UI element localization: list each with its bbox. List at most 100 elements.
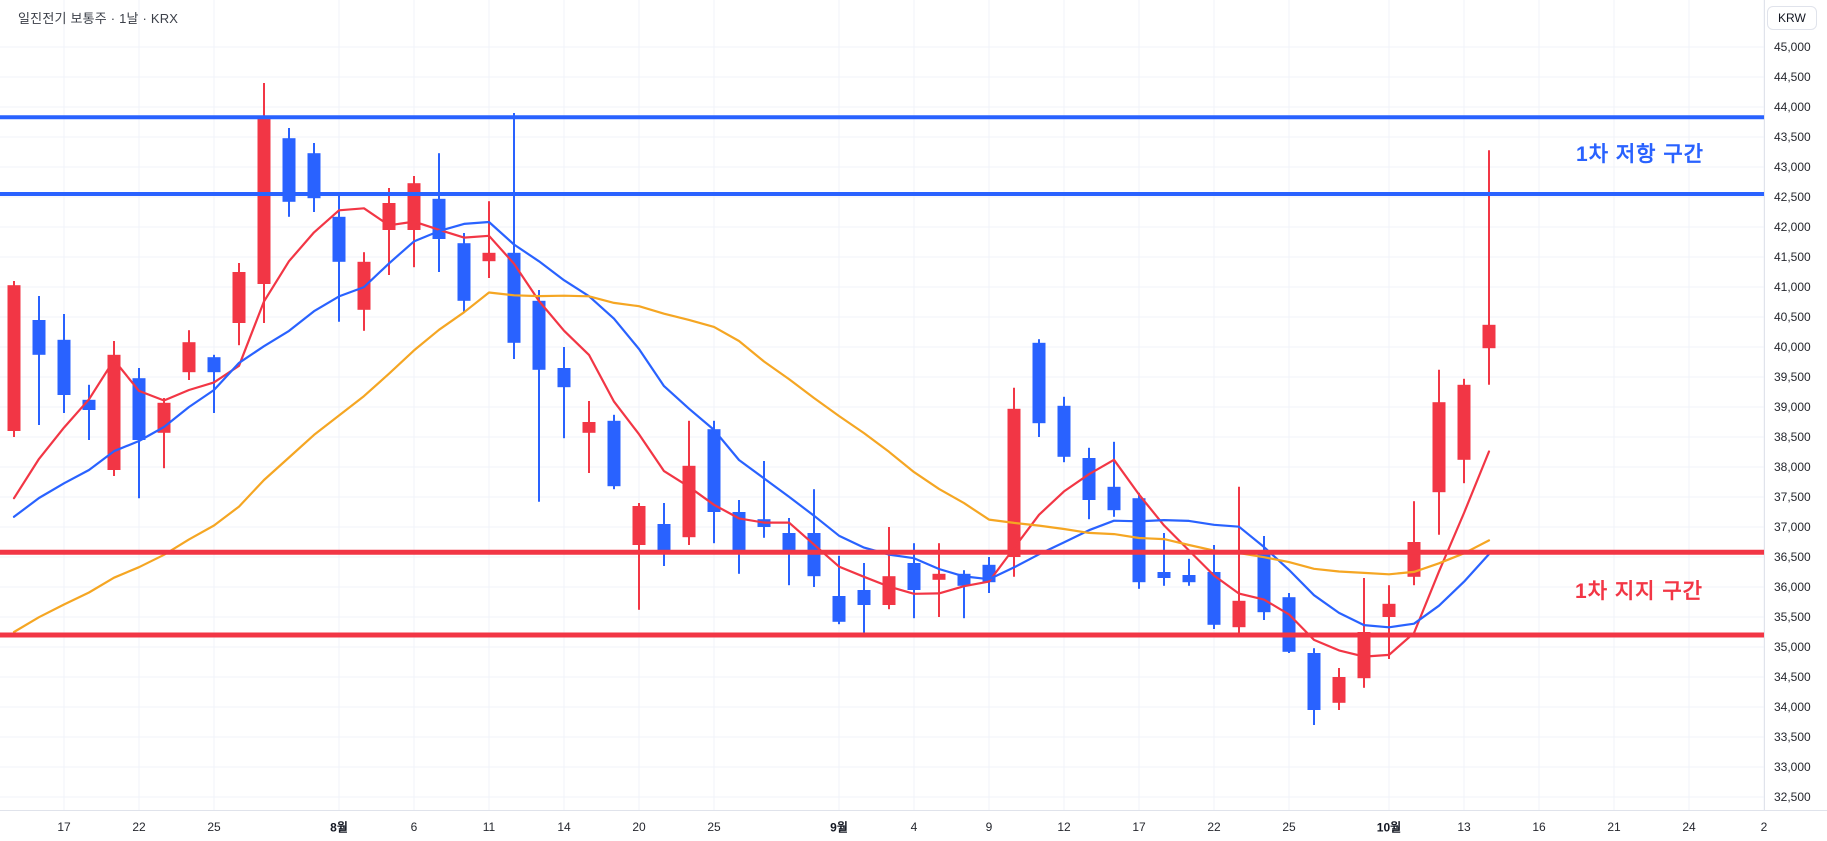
candle-body — [307, 153, 321, 199]
candle-body — [1232, 600, 1246, 628]
candle-body — [207, 357, 221, 373]
candle-body — [32, 320, 46, 355]
price-tick-label: 39,500 — [1774, 370, 1811, 384]
price-tick-label: 36,500 — [1774, 550, 1811, 564]
time-tick-month-label: 10월 — [1376, 820, 1402, 834]
time-tick-label: 9 — [985, 819, 993, 834]
candle-body — [657, 524, 671, 554]
candle-body — [132, 378, 146, 440]
candle-body — [907, 563, 921, 590]
price-tick-label: 39,000 — [1774, 400, 1811, 414]
candle-body — [182, 342, 196, 373]
ma5-line — [12, 207, 1491, 658]
candle-body — [7, 285, 21, 431]
price-tick-label: 44,000 — [1774, 100, 1811, 114]
price-tick-label: 37,500 — [1774, 490, 1811, 504]
price-tick-label: 40,500 — [1774, 310, 1811, 324]
candle-body — [107, 354, 121, 470]
candle-body — [57, 339, 71, 395]
candle-body — [282, 138, 296, 202]
time-tick-label: 4 — [910, 819, 918, 834]
candle-body — [732, 512, 746, 554]
price-tick-label: 43,000 — [1774, 160, 1811, 174]
price-tick-label: 36,000 — [1774, 580, 1811, 594]
time-tick-label: 13 — [1457, 819, 1471, 834]
time-tick-label: 17 — [1132, 819, 1146, 834]
price-tick-label: 41,500 — [1774, 250, 1811, 264]
time-tick-label: 22 — [132, 819, 146, 834]
candle-body — [232, 272, 246, 323]
candle-body — [1082, 458, 1096, 500]
candle-body — [1207, 572, 1221, 625]
time-tick-month-label: 8월 — [330, 820, 348, 834]
candle-body — [1182, 575, 1196, 583]
time-axis[interactable]: 17 22 25 8월 6 11 14 20 25 9월 4 9 12 17 22 25 10월 13 16 21 24… — [0, 810, 1827, 841]
price-tick-label: 35,500 — [1774, 610, 1811, 624]
symbol-title: 일진전기 보통주 · 1날 · KRX — [18, 11, 179, 26]
price-tick-label: 32,500 — [1774, 790, 1811, 804]
time-tick-label: 11 — [482, 819, 496, 834]
time-tick-label: 20 — [632, 819, 646, 834]
price-tick-label: 44,500 — [1774, 70, 1811, 84]
candle-body — [932, 573, 946, 580]
candle-body — [607, 420, 621, 487]
candle-body — [1382, 603, 1396, 617]
candle-body — [1132, 498, 1146, 583]
time-tick-label: 17 — [57, 819, 71, 834]
candles — [7, 83, 1496, 725]
price-tick-label: 41,000 — [1774, 280, 1811, 294]
candle-body — [857, 590, 871, 605]
candle-body — [482, 252, 496, 262]
v-gridlines — [63, 0, 1765, 810]
candle-body — [82, 399, 96, 410]
candle-body — [1057, 405, 1071, 457]
price-tick-label: 33,000 — [1774, 760, 1811, 774]
candle-body — [557, 368, 571, 388]
candle-body — [1482, 324, 1496, 349]
price-tick-label: 33,500 — [1774, 730, 1811, 744]
candle-body — [1432, 402, 1446, 493]
price-tick-label: 34,000 — [1774, 700, 1811, 714]
price-tick-label: 43,500 — [1774, 130, 1811, 144]
time-tick-label: 22 — [1207, 819, 1221, 834]
candle-body — [1107, 486, 1121, 511]
time-tick-month-label: 9월 — [830, 820, 848, 834]
candle-body — [507, 252, 521, 343]
ma10-line — [12, 220, 1491, 629]
candle-body — [1332, 677, 1346, 703]
time-tick-label: 25 — [707, 819, 721, 834]
price-tick-label: 34,500 — [1774, 670, 1811, 684]
price-tick-label: 42,000 — [1774, 220, 1811, 234]
time-tick-label: 6 — [410, 819, 418, 834]
candle-body — [582, 422, 596, 433]
price-tick-label: 38,500 — [1774, 430, 1811, 444]
time-tick-label: 14 — [557, 819, 571, 834]
candle-body — [832, 596, 846, 622]
candle-body — [1307, 653, 1321, 710]
resistance-zone-label[interactable]: 1차 저항 구간 — [1576, 143, 1704, 166]
time-tick-label: 25 — [207, 819, 221, 834]
candle-body — [1357, 632, 1371, 679]
time-tick-label: 12 — [1057, 819, 1071, 834]
price-axis[interactable]: 45,000 44,500 44,000 43,500 43,000 42,500 42,0… — [1764, 0, 1827, 810]
time-tick-label: 25 — [1282, 819, 1296, 834]
price-tick-label: 35,000 — [1774, 640, 1811, 654]
candle-body — [782, 533, 796, 554]
candle-body — [1032, 342, 1046, 424]
time-tick-label: 21 — [1607, 819, 1621, 834]
support-zone-label[interactable]: 1차 지지 구간 — [1575, 580, 1703, 603]
candle-body — [1282, 597, 1296, 652]
price-tick-label: 42,500 — [1774, 190, 1811, 204]
candle-body — [332, 216, 346, 262]
price-tick-label: 40,000 — [1774, 340, 1811, 354]
currency-badge[interactable]: KRW — [1767, 6, 1817, 30]
time-tick-label: 24 — [1682, 819, 1696, 834]
candle-body — [682, 465, 696, 538]
candle-body — [1457, 384, 1471, 460]
candle-body — [532, 300, 546, 370]
candle-body — [632, 506, 646, 545]
price-tick-label: 37,000 — [1774, 520, 1811, 534]
candle-body — [882, 576, 896, 605]
